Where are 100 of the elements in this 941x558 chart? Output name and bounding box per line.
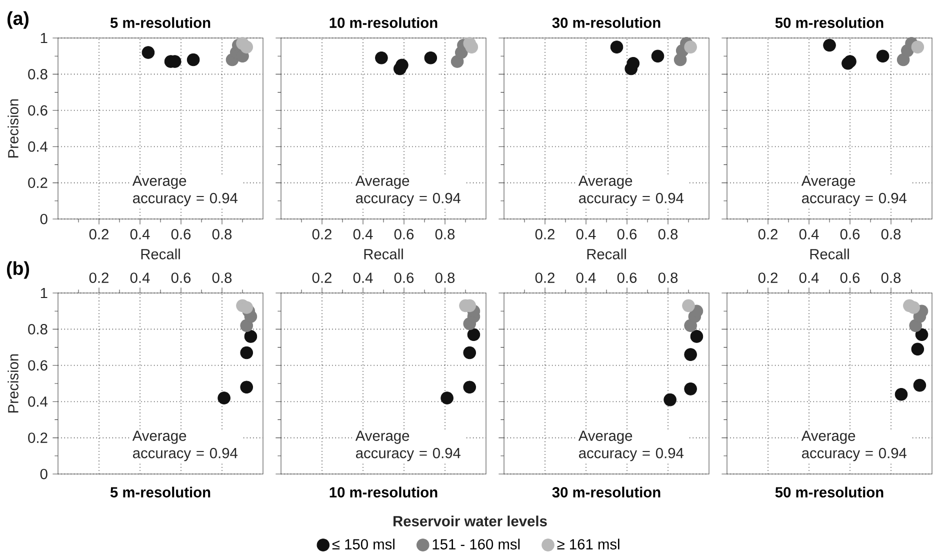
x-axis-title: Recall	[810, 248, 849, 260]
x-axis-title: Recall	[364, 248, 403, 260]
point	[240, 380, 254, 394]
x-tick-label: 0.2	[89, 229, 108, 240]
annotation: Average accuracy = 0.94	[355, 176, 460, 206]
point	[610, 40, 624, 54]
y-tick-label: 0.4	[28, 396, 48, 407]
point	[690, 330, 704, 343]
x-tick-label: 0.4	[353, 272, 373, 283]
y-tick-label: 0	[40, 214, 48, 224]
point	[465, 40, 478, 54]
y-tick-label: 0.6	[28, 105, 48, 116]
x-tick-label: 0.2	[312, 229, 332, 240]
legend-title: Reservoir water levels	[394, 516, 547, 526]
chart-title: 30 m-resolution	[552, 17, 660, 28]
legend-label: ≥ 161 msl	[557, 538, 620, 550]
x-tick-label: 0.8	[212, 229, 232, 240]
point	[894, 388, 908, 401]
y-axis-title: Precision	[8, 99, 18, 158]
x-tick-label: 0.6	[394, 229, 414, 240]
chart-title: 10 m-resolution	[330, 17, 438, 28]
x-tick-label: 0.8	[658, 229, 678, 240]
point	[240, 301, 254, 314]
point	[186, 53, 200, 66]
point	[218, 392, 230, 404]
point	[467, 328, 480, 342]
x-axis-title: Recall	[141, 248, 180, 260]
x-tick-label: 0.4	[130, 229, 150, 240]
x-tick-label: 0.2	[758, 229, 778, 240]
point	[375, 52, 388, 64]
x-tick-label: 0.2	[758, 272, 778, 283]
x-tick-label: 0.6	[840, 272, 860, 283]
x-tick-label: 0.6	[617, 272, 637, 283]
point	[626, 56, 640, 70]
annotation: Average accuracy = 0.94	[132, 176, 238, 206]
y-tick-label: 0.8	[28, 69, 48, 80]
chart-title: 5 m-resolution	[110, 17, 210, 28]
x-tick-label: 0.8	[658, 272, 678, 283]
x-tick-label: 0.4	[799, 229, 819, 240]
y-tick-label: 1	[40, 288, 48, 298]
text: 50 m-resolution	[775, 486, 884, 498]
annotation: Average accuracy = 0.94	[801, 176, 906, 206]
y-tick-label: 0.4	[28, 141, 48, 152]
legend-label: ≤ 150 msl	[332, 538, 394, 550]
x-tick-label: 0.4	[130, 272, 150, 283]
annotation: Average accuracy = 0.94	[132, 430, 238, 462]
point	[424, 52, 438, 64]
x-tick-label: 0.2	[312, 272, 332, 283]
annotation: Average accuracy = 0.94	[355, 430, 460, 462]
x-tick-label: 0.8	[435, 229, 455, 240]
x-tick-label: 0.2	[535, 229, 554, 240]
annotation: Average accuracy = 0.94	[578, 430, 684, 462]
point	[682, 299, 695, 312]
y-axis-title: Precision	[8, 354, 18, 412]
point	[142, 46, 155, 59]
x-tick-label: 0.8	[881, 229, 901, 240]
x-tick-label: 0.6	[617, 229, 637, 240]
x-tick-label: 0.6	[840, 229, 860, 240]
point	[913, 378, 926, 392]
text: 30 m-resolution	[552, 486, 660, 498]
point	[911, 342, 924, 356]
y-tick-label: 0.2	[28, 178, 48, 188]
point	[823, 38, 836, 52]
point	[244, 330, 258, 343]
y-tick-label: 0.6	[28, 360, 48, 371]
x-tick-label: 0.2	[89, 272, 108, 283]
point	[463, 380, 476, 394]
text: 10 m-resolution	[330, 486, 438, 498]
point	[396, 58, 408, 72]
point	[240, 346, 254, 360]
point	[876, 50, 890, 62]
point	[440, 392, 454, 404]
point	[664, 393, 676, 406]
x-tick-label: 0.4	[353, 229, 373, 240]
x-tick-label: 0.4	[576, 272, 596, 283]
x-tick-label: 0.6	[171, 229, 191, 240]
point	[463, 346, 476, 360]
chart-title: 50 m-resolution	[775, 17, 884, 28]
x-axis-title: Recall	[587, 248, 626, 260]
y-tick-label: 0.8	[28, 324, 48, 334]
y-tick-label: 0	[40, 468, 48, 480]
text: 5 m-resolution	[110, 486, 210, 498]
x-tick-label: 0.4	[799, 272, 819, 283]
point	[240, 40, 254, 54]
point	[911, 40, 924, 54]
y-tick-label: 1	[40, 32, 48, 44]
text: (a)	[8, 11, 28, 29]
point	[684, 382, 697, 396]
point	[915, 328, 928, 342]
point	[684, 40, 697, 54]
x-tick-label: 0.8	[881, 272, 901, 283]
x-tick-label: 0.4	[576, 229, 596, 240]
point	[651, 50, 664, 62]
x-tick-label: 0.6	[394, 272, 414, 283]
text: (b)	[7, 261, 30, 279]
point	[684, 348, 697, 361]
annotation: Average accuracy = 0.94	[801, 430, 906, 462]
x-tick-label: 0.8	[212, 272, 232, 283]
annotation: Average accuracy = 0.94	[578, 176, 684, 206]
legend-label: 151 - 160 msl	[432, 538, 520, 550]
